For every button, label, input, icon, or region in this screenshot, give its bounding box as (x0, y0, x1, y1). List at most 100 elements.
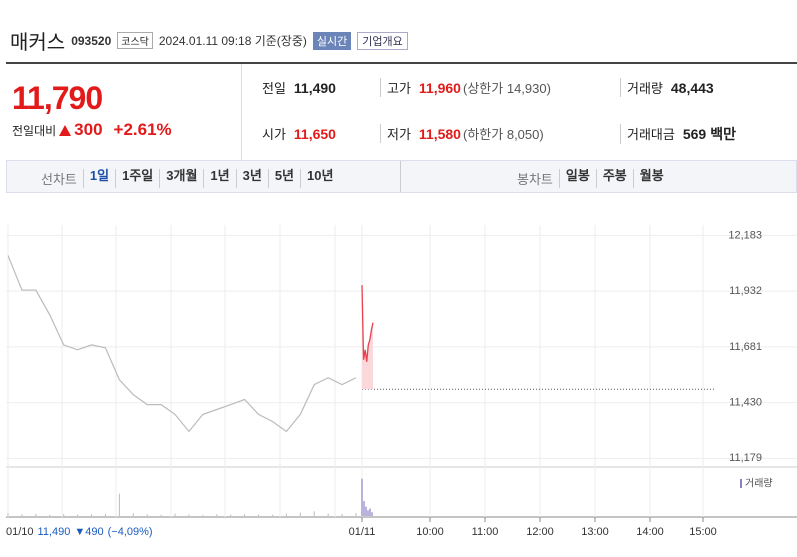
company-info-button[interactable]: 기업개요 (357, 31, 408, 50)
timestamp: 2024.01.11 09:18 기준(장중) (158, 34, 307, 48)
volume-bar (327, 513, 329, 516)
cell-label: 고가 (387, 81, 411, 96)
change-row: 전일대비 300 +2.61% (12, 120, 172, 140)
volume-bar (271, 514, 273, 516)
divider (400, 161, 401, 192)
stock-code: 093520 (71, 33, 112, 48)
period-tab[interactable]: 1주일 (115, 169, 159, 188)
chart-tabs: 선차트 1일 1주일 3개월 1년 3년 5년 10년 봉차트 일봉 주봉 월봉 (6, 160, 797, 193)
limit-value: 8,050 (506, 127, 540, 142)
x-tick-label: 10:00 (416, 526, 444, 538)
candle-tab[interactable]: 일봉 (558, 169, 596, 188)
today-line (361, 285, 374, 362)
x-tick-label: 12:00 (526, 526, 554, 538)
volume-bar (7, 513, 9, 516)
footer-date: 01/10 (6, 526, 34, 538)
tab-group-label: 봉차트 (517, 172, 553, 187)
volume-bar (258, 514, 260, 516)
limit-label: 하한가 (467, 127, 504, 142)
volume-bar (371, 512, 373, 516)
cell-label: 시가 (262, 127, 286, 142)
volume-bar (63, 514, 65, 516)
volume-bar (132, 513, 134, 516)
cell-label: 거래대금 (627, 127, 675, 142)
period-tab[interactable]: 5년 (267, 169, 300, 188)
cell-value: 11,580 (418, 126, 461, 142)
volume-bar (146, 514, 148, 516)
volume-bar (363, 501, 365, 516)
candle-tabs: 봉차트 일봉 주봉 월봉 (517, 169, 670, 188)
cell-value: 48,443 (670, 80, 714, 96)
limit: 상한가 14,930 (463, 78, 551, 97)
change-rate: +2.61% (113, 120, 172, 139)
volume-bar (361, 478, 363, 516)
volume-bar (244, 514, 246, 516)
volume-bar (285, 513, 287, 516)
period-tab[interactable]: 3개월 (159, 169, 203, 188)
x-tick-label: 01/11 (349, 526, 376, 538)
period-tab[interactable]: 3년 (235, 169, 268, 188)
cell-label: 저가 (387, 127, 411, 142)
limit: 하한가 8,050 (463, 124, 544, 143)
y-tick-label: 11,681 (729, 341, 762, 353)
candle-tab[interactable]: 주봉 (595, 169, 633, 188)
y-tick-label: 11,430 (729, 397, 762, 409)
volume-bar (35, 513, 37, 516)
cell-label: 거래량 (627, 81, 663, 96)
summary-cell: 고가 11,960상한가 14,930 (380, 78, 551, 97)
volume-legend: 거래량 (745, 478, 773, 490)
legend-swatch (740, 479, 742, 488)
x-tick-label: 15:00 (689, 526, 717, 538)
tab-group-label: 선차트 (41, 172, 77, 187)
footer-price: 11,490 (38, 526, 71, 538)
today-area (362, 285, 373, 390)
current-price: 11,790 (12, 80, 103, 116)
volume-bar (77, 514, 79, 516)
volume-bar (367, 510, 369, 516)
cell-value: 11,960 (418, 80, 461, 96)
cell-label: 전일 (262, 81, 286, 96)
volume-bar (188, 514, 190, 516)
volume-bar (369, 508, 371, 516)
change-value: 300 (74, 120, 103, 139)
x-tick-label: 11:00 (472, 526, 499, 538)
y-tick-label: 11,932 (729, 285, 762, 297)
volume-bar (299, 512, 301, 516)
x-tick-label: 13:00 (581, 526, 609, 538)
realtime-button[interactable]: 실시간 (312, 31, 352, 50)
footer-rate: (−4,09%) (108, 526, 153, 538)
volume-bar (313, 511, 315, 516)
footer-change: ▼490 (74, 526, 103, 538)
volume-bar (216, 514, 218, 516)
volume-bar (174, 513, 176, 516)
up-arrow (59, 124, 72, 136)
period-tab[interactable]: 1년 (203, 169, 235, 188)
period-tab[interactable]: 1일 (82, 169, 115, 188)
volume-bar (118, 493, 120, 516)
prev-day-line (7, 255, 357, 433)
volume-bar (202, 514, 204, 516)
volume-bar (160, 514, 162, 516)
candle-tab[interactable]: 월봉 (632, 169, 670, 188)
change-label: 전일대비 (12, 123, 57, 138)
summary-cell: 거래량 48,443 (620, 78, 714, 97)
summary-cell: 시가 11,650 (262, 124, 336, 143)
price-panel: 11,790 전일대비 300 +2.61% (6, 64, 242, 160)
volume-bar (230, 514, 232, 516)
summary-cell: 전일 11,490 (262, 78, 336, 97)
volume-bar (91, 514, 93, 516)
volume-bar (341, 513, 343, 516)
volume-bar (104, 513, 106, 516)
header: 매커스 093520 코스닥 2024.01.11 09:18 기준(장중) 실… (10, 26, 408, 55)
summary-cell: 거래대금 569 백만 (620, 124, 736, 144)
x-tick-label: 14:00 (636, 526, 664, 538)
period-tab[interactable]: 10년 (300, 169, 339, 188)
limit-value: 14,930 (506, 81, 547, 96)
volume-bar (49, 514, 51, 516)
volume-bar (365, 506, 367, 516)
cell-value: 11,490 (293, 80, 336, 96)
cell-value: 569 (682, 126, 707, 142)
